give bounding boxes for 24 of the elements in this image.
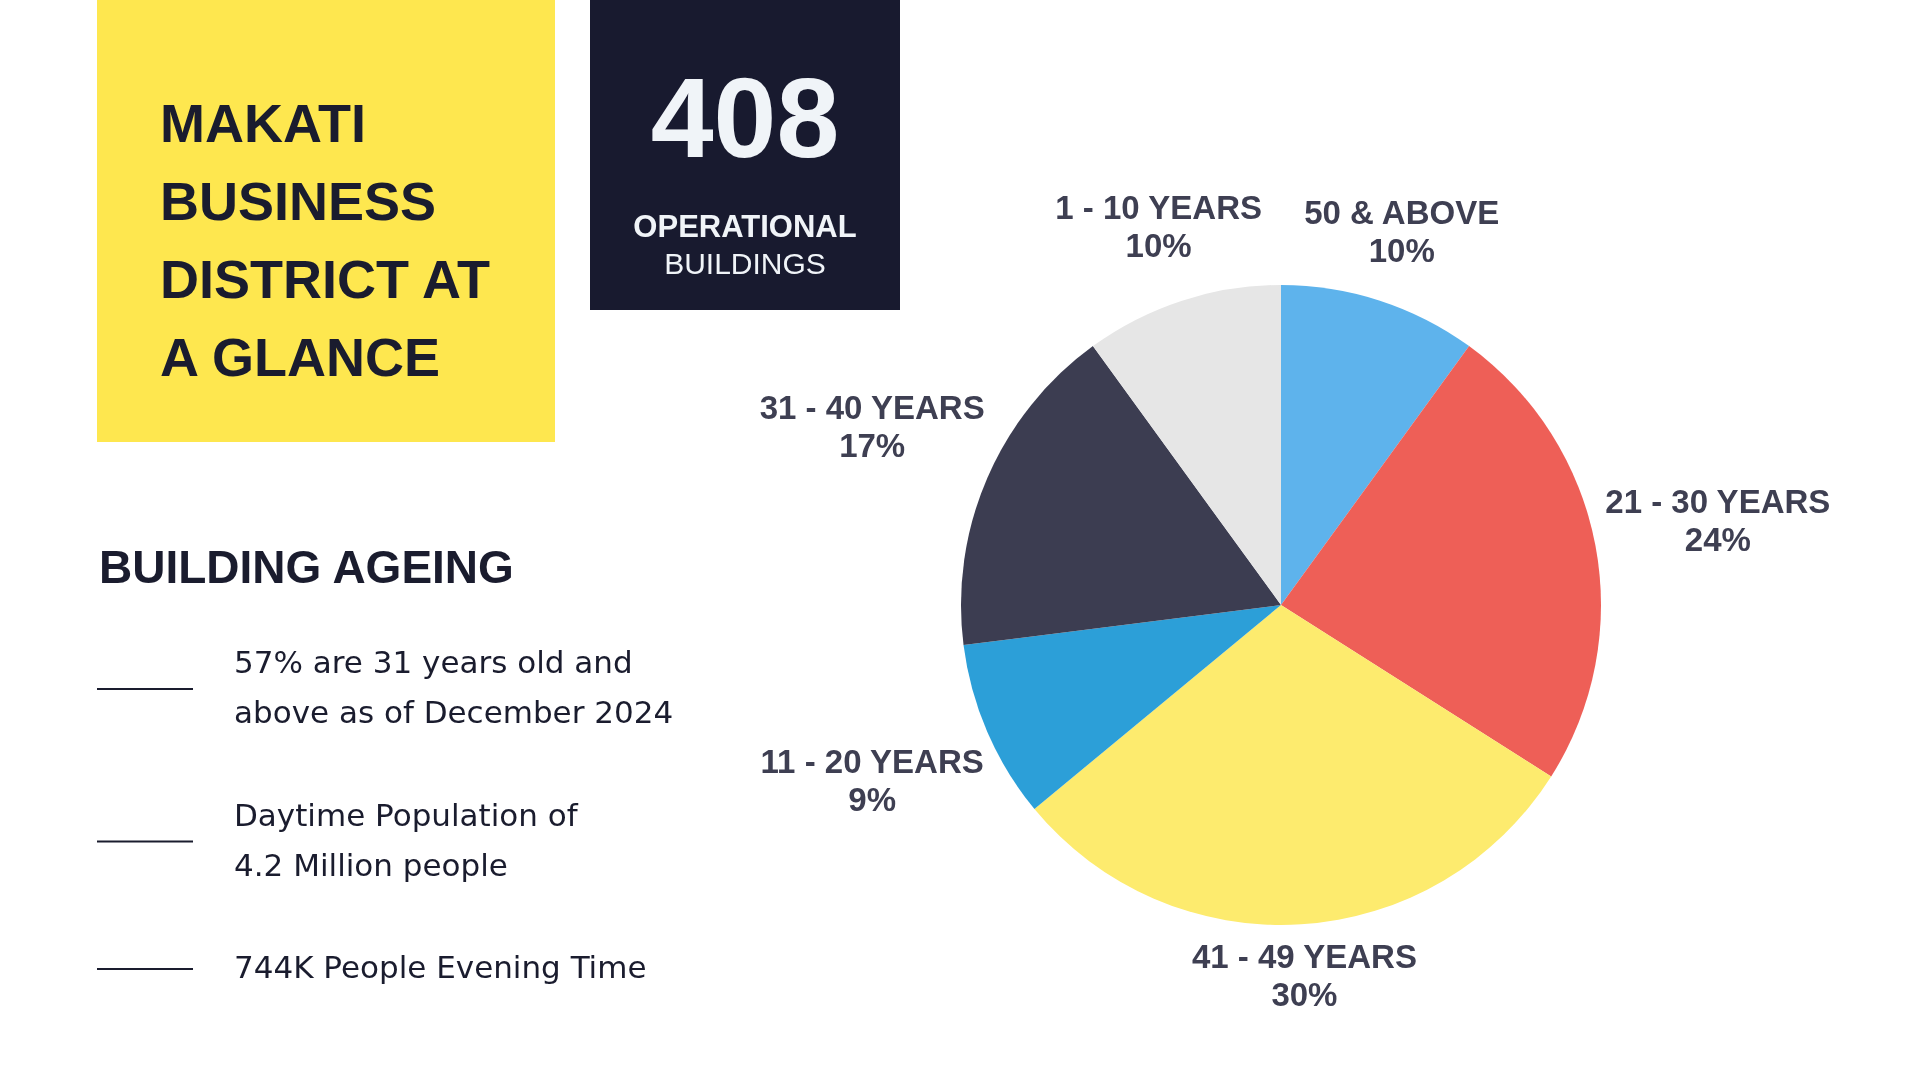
slice-label: 1 - 10 YEARS: [1055, 189, 1262, 227]
pie-slice: [1281, 285, 1470, 605]
slice-label: 31 - 40 YEARS: [759, 389, 985, 427]
data-label: 24%: [1684, 520, 1751, 558]
text: OPERATIONAL: [633, 209, 857, 244]
data-label: 10%: [1368, 232, 1435, 270]
pie-slice: [1034, 605, 1552, 925]
text: 408: [650, 55, 840, 181]
data-label: 10%: [1125, 227, 1192, 265]
pie-slice: [1281, 346, 1601, 777]
text: MAKATI BUSINESS DISTRICT AT A GLANCE: [160, 93, 490, 387]
data-label: 17%: [839, 427, 906, 465]
text: BUILDING AGEING: [99, 541, 514, 593]
slice-label: 50 & ABOVE: [1304, 194, 1500, 232]
data-label: 9%: [848, 780, 897, 818]
slice-label: 21 - 30 YEARS: [1605, 482, 1831, 520]
slice-label: 41 - 49 YEARS: [1191, 938, 1417, 976]
data-label: 30%: [1271, 976, 1338, 1014]
slice-label: 11 - 20 YEARS: [760, 742, 984, 780]
text: 744K People Evening Time: [234, 949, 647, 985]
text: 57% are 31 years old and above as of December 2024: [234, 644, 674, 730]
pie-slice: [1092, 285, 1281, 605]
text: Daytime Population of 4.2 Million people: [234, 796, 579, 883]
text: BUILDINGS: [664, 247, 826, 280]
